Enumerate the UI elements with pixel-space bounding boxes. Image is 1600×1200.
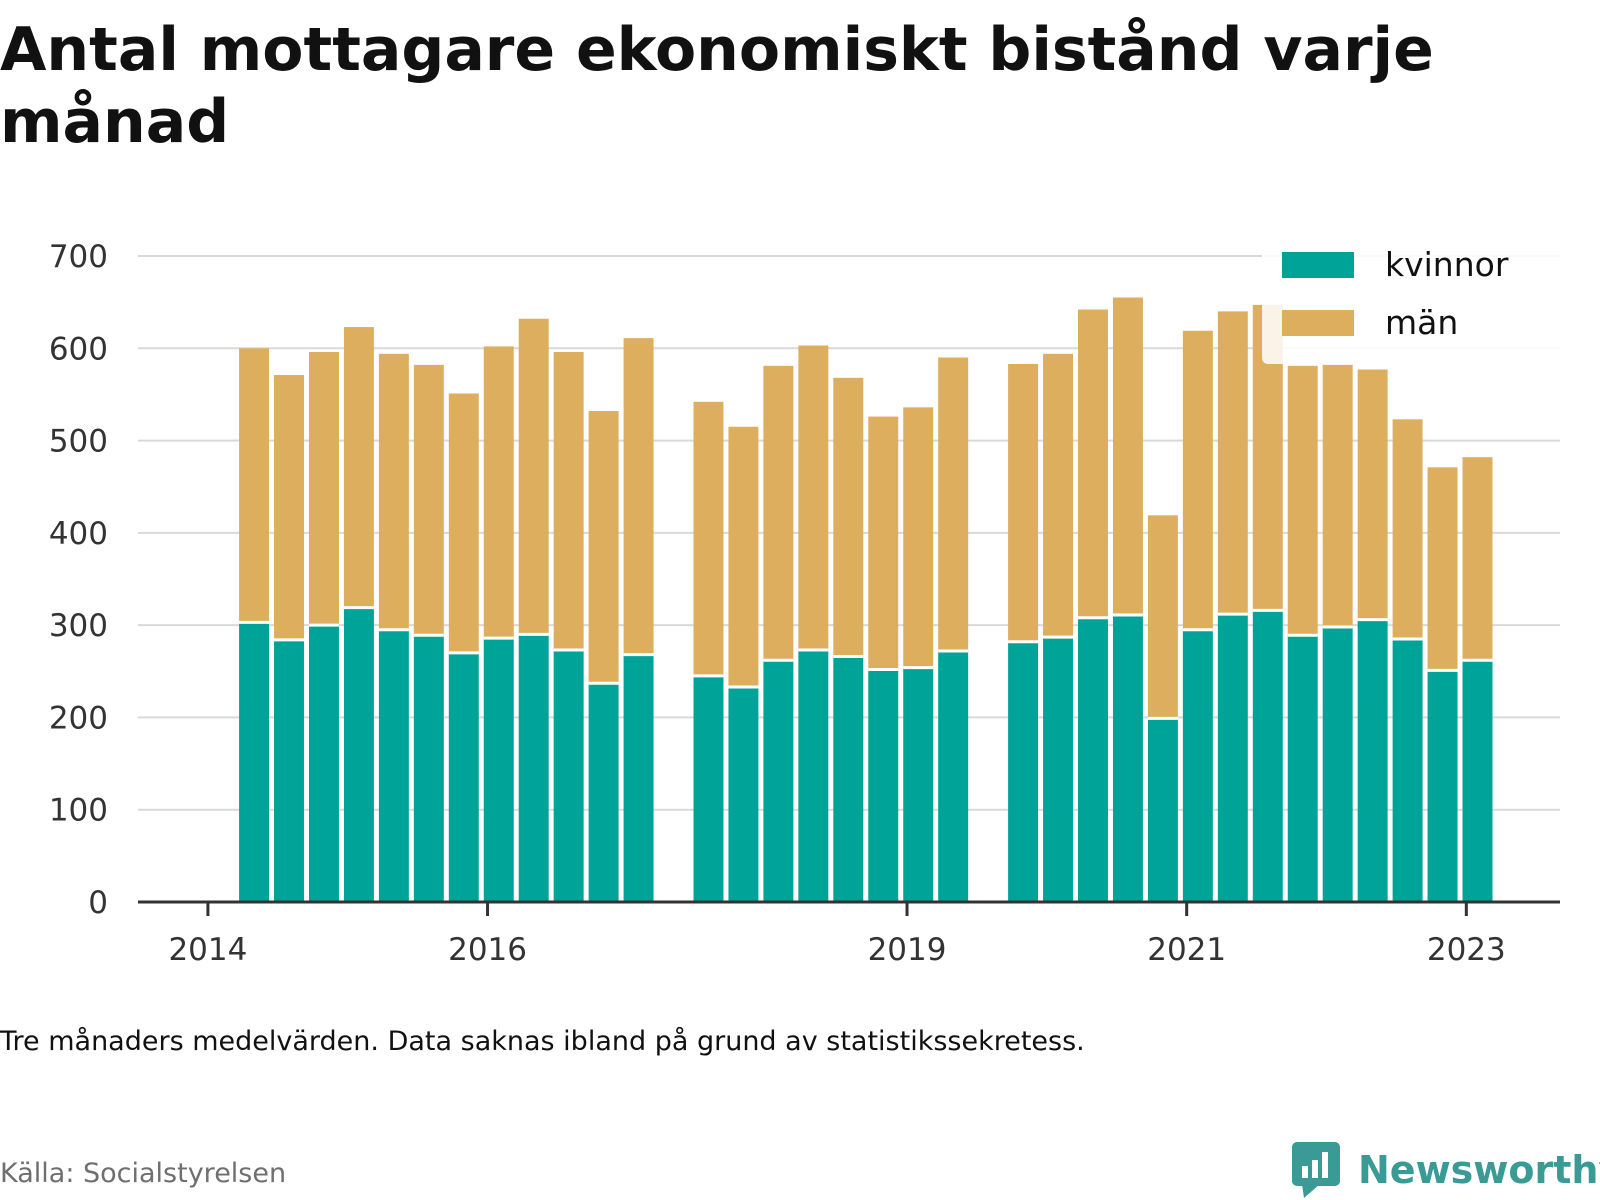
bar-man <box>1078 309 1108 618</box>
bar-man <box>483 346 514 639</box>
bar-kvinnor <box>588 683 619 902</box>
bar-man <box>623 338 654 655</box>
bar-chart: 0 100 200 300 400 500 600 700 2014 2016 2019 2021 20… <box>48 236 1562 968</box>
bar-man <box>1462 457 1493 661</box>
bar-man <box>938 357 969 651</box>
bar-man <box>763 365 794 661</box>
bar-man <box>1008 363 1039 642</box>
bar-man <box>1217 311 1248 615</box>
bars <box>239 297 1493 902</box>
bar-kvinnor <box>378 629 409 902</box>
bar-kvinnor <box>1147 718 1178 902</box>
bar-kvinnor <box>1182 629 1213 902</box>
bar-man <box>308 351 339 626</box>
bar-kvinnor <box>1043 637 1074 902</box>
bar-kvinnor <box>448 652 479 902</box>
bar-man <box>448 393 479 653</box>
bar-kvinnor <box>413 635 444 902</box>
bar-man <box>833 377 864 657</box>
bar-man <box>274 375 304 640</box>
y-tick-label: 300 <box>49 608 108 644</box>
bar-man <box>798 345 829 651</box>
y-tick-label: 700 <box>49 239 108 275</box>
legend: kvinnor män <box>1262 236 1562 364</box>
bar-man <box>378 353 409 630</box>
x-tick-label: 2021 <box>1147 932 1226 968</box>
x-tick-label: 2019 <box>868 932 947 968</box>
bar-man <box>343 327 374 608</box>
axes: 0 100 200 300 400 500 600 700 2014 2016 2019 2021 20… <box>49 239 1560 968</box>
source-label: Källa: Socialstyrelsen <box>0 1158 287 1189</box>
chart-title: Antal mottagare ekonomiskt bistånd varje… <box>0 15 1434 157</box>
chart-note: Tre månaders medelvärden. Data saknas ib… <box>0 1026 1085 1057</box>
bar-kvinnor <box>938 650 969 902</box>
bar-kvinnor <box>518 634 549 902</box>
bar-man <box>728 426 759 687</box>
bar-kvinnor <box>1112 614 1143 902</box>
bar-man <box>903 407 934 668</box>
bar-kvinnor <box>798 650 829 902</box>
y-tick-label: 100 <box>49 793 108 829</box>
legend-label-kvinnor: kvinnor <box>1385 245 1509 284</box>
bar-kvinnor <box>1287 635 1318 902</box>
legend-swatch-man <box>1282 310 1354 336</box>
bar-man <box>1427 467 1458 671</box>
bar-man <box>239 348 270 623</box>
bar-man <box>693 401 724 676</box>
bar-kvinnor <box>239 622 270 902</box>
bar-kvinnor <box>693 675 724 902</box>
bar-man <box>413 364 444 636</box>
bar-kvinnor <box>1078 617 1108 902</box>
bar-kvinnor <box>1322 626 1353 902</box>
bar-kvinnor <box>343 607 374 902</box>
bar-kvinnor <box>1392 638 1423 902</box>
bar-man <box>1182 330 1213 630</box>
legend-label-man: män <box>1385 303 1458 342</box>
x-tick-label: 2014 <box>168 932 247 968</box>
bar-man <box>588 411 619 684</box>
x-tick-label: 2023 <box>1427 932 1506 968</box>
legend-swatch-kvinnor <box>1282 252 1354 278</box>
bar-kvinnor <box>308 625 339 902</box>
bar-man <box>1043 353 1074 638</box>
y-tick-label: 200 <box>49 700 108 736</box>
bar-man <box>1287 365 1318 636</box>
brand-name: Newsworthy <box>1358 1148 1600 1192</box>
bar-kvinnor <box>1357 619 1388 902</box>
bar-kvinnor <box>623 654 654 902</box>
y-tick-label: 600 <box>49 331 108 367</box>
bar-kvinnor <box>553 650 584 902</box>
bar-kvinnor <box>1008 641 1039 902</box>
bar-man <box>1357 369 1388 620</box>
bar-man <box>553 351 584 651</box>
bar-kvinnor <box>1252 610 1283 902</box>
bar-kvinnor <box>1462 660 1493 902</box>
bar-kvinnor <box>833 656 864 902</box>
bar-man <box>1392 419 1423 639</box>
bar-kvinnor <box>1427 670 1458 902</box>
brand-logo[interactable]: Newsworthy <box>1290 1140 1600 1200</box>
bar-kvinnor <box>763 660 794 902</box>
bar-kvinnor <box>868 669 899 902</box>
bar-man <box>1322 364 1353 627</box>
bar-kvinnor <box>274 639 304 902</box>
newsworthy-logo-icon <box>1292 1142 1340 1198</box>
bar-man <box>518 318 549 635</box>
x-tick-label: 2016 <box>448 932 527 968</box>
bar-man <box>1147 515 1178 719</box>
y-tick-label: 400 <box>49 516 108 552</box>
bar-kvinnor <box>1217 614 1248 902</box>
bar-kvinnor <box>483 638 514 902</box>
bar-man <box>1112 297 1143 615</box>
bar-kvinnor <box>728 686 759 902</box>
bar-kvinnor <box>903 667 934 902</box>
y-tick-label: 0 <box>88 885 108 921</box>
y-tick-label: 500 <box>49 424 108 460</box>
bar-man <box>868 416 899 670</box>
